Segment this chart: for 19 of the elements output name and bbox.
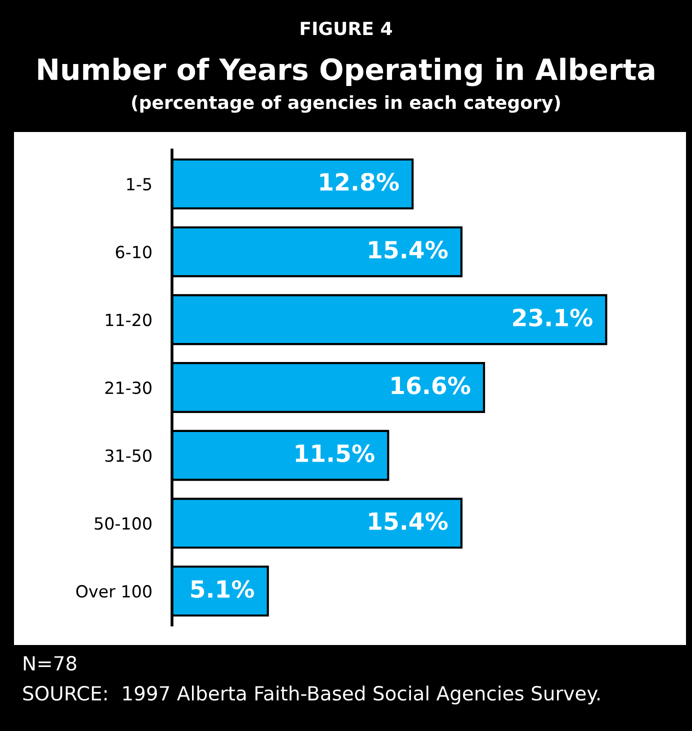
chart-title: Number of Years Operating in Alberta [38, 58, 654, 86]
y-tick-label: 50-100 [94, 517, 152, 530]
text: N=78 [24, 656, 76, 671]
chart-subtitle: (percentage of agencies in each category) [132, 95, 560, 113]
data-label: 5.1% [191, 580, 254, 598]
data-label: 23.1% [513, 308, 592, 326]
data-label: 11.5% [296, 444, 374, 462]
y-tick-label: Over 100 [76, 585, 152, 598]
data-label: 15.4% [369, 512, 448, 530]
y-tick-label: 31-50 [105, 449, 152, 462]
y-tick-label: 11-20 [106, 314, 152, 326]
y-tick-label: 21-30 [105, 381, 152, 394]
y-tick-label: 1-5 [127, 178, 152, 190]
caption: FIGURE 4 [300, 22, 392, 36]
y-tick-label: 6-10 [116, 246, 152, 258]
data-label: 15.4% [369, 240, 448, 259]
data-label: 12.8% [320, 172, 399, 191]
source-note: SOURCE: 1997 Alberta Faith-Based Social Agencies Survey. [23, 686, 600, 704]
data-label: 16.6% [392, 376, 470, 394]
